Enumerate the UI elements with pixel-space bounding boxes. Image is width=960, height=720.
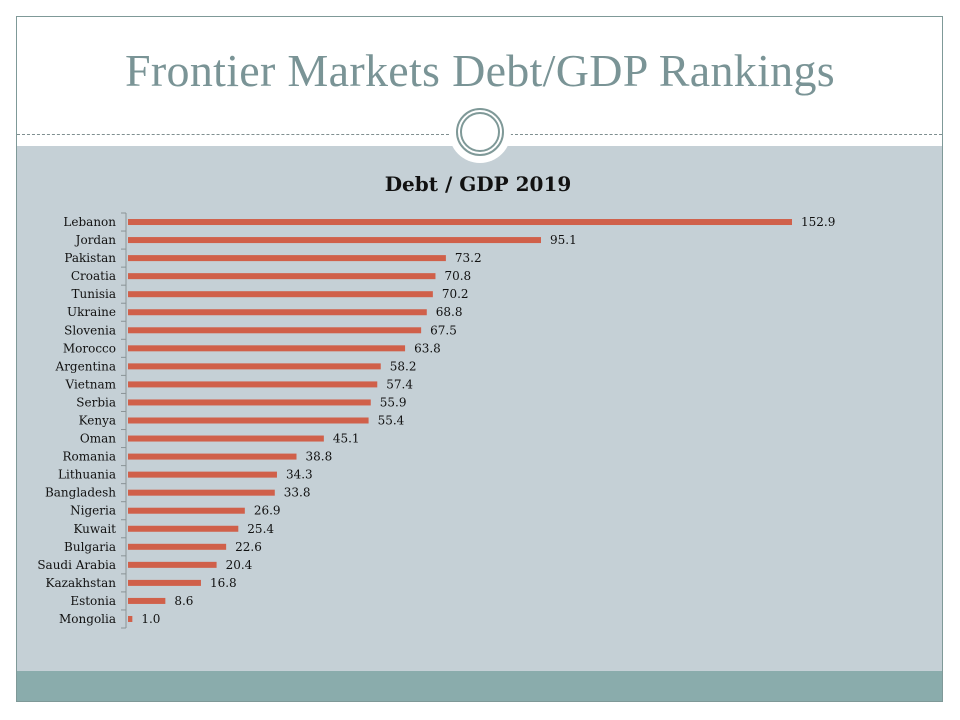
value-label: 68.8 — [436, 305, 463, 319]
value-label: 20.4 — [226, 558, 253, 572]
category-label: Bangladesh — [45, 486, 116, 500]
chart-title: Debt / GDP 2019 — [385, 172, 572, 196]
category-label: Ukraine — [67, 305, 116, 319]
category-label: Estonia — [70, 594, 116, 608]
bar — [128, 597, 166, 604]
bar — [128, 327, 422, 334]
value-label: 1.0 — [141, 612, 160, 626]
ornament-inner-ring — [460, 112, 500, 152]
category-label: Pakistan — [64, 251, 116, 265]
bar — [128, 237, 541, 244]
category-label: Serbia — [76, 395, 116, 409]
category-label: Vietnam — [65, 377, 117, 391]
bar — [128, 345, 406, 352]
value-label: 22.6 — [235, 540, 262, 554]
bar-group: 152.9 95.1 73.2 70.8 70.2 68.8 67.5 63.8 58.2 57.… — [128, 215, 835, 626]
category-label: Croatia — [71, 269, 116, 283]
value-label: 63.8 — [414, 341, 441, 355]
category-label: Kuwait — [73, 522, 116, 536]
bar — [128, 543, 227, 550]
bar — [128, 381, 378, 388]
category-axis: Lebanon Jordan Pakistan Croatia Tunisia Ukrai… — [37, 212, 127, 629]
value-label: 57.4 — [386, 377, 413, 391]
value-label: 70.2 — [442, 287, 469, 301]
bar — [128, 219, 792, 226]
bar — [128, 561, 217, 568]
divider-left — [17, 134, 449, 135]
category-label: Lebanon — [63, 215, 116, 229]
category-label: Slovenia — [64, 323, 116, 337]
value-label: 38.8 — [305, 450, 332, 464]
divider-right — [510, 134, 942, 135]
value-label: 34.3 — [286, 468, 313, 482]
category-label: Jordan — [74, 233, 117, 247]
bar — [128, 363, 381, 370]
bar — [128, 399, 371, 406]
category-label: Tunisia — [72, 287, 116, 301]
value-label: 58.2 — [390, 359, 417, 373]
bar — [128, 453, 297, 460]
bar — [128, 273, 436, 280]
bar — [128, 615, 133, 622]
value-label: 26.9 — [254, 504, 281, 518]
circle-ornament-icon — [449, 101, 511, 163]
category-label: Oman — [80, 432, 116, 446]
value-label: 8.6 — [174, 594, 193, 608]
value-label: 33.8 — [284, 486, 311, 500]
bar — [128, 255, 446, 262]
value-label: 67.5 — [430, 323, 457, 337]
category-label: Bulgaria — [64, 540, 116, 554]
category-label: Kenya — [79, 414, 116, 428]
category-label: Lithuania — [58, 468, 116, 482]
category-label: Saudi Arabia — [37, 558, 116, 572]
bar — [128, 507, 245, 514]
value-label: 55.9 — [380, 395, 407, 409]
slide-title: Frontier Markets Debt/GDP Rankings — [125, 45, 835, 96]
value-label: 70.8 — [444, 269, 471, 283]
value-label: 55.4 — [378, 414, 405, 428]
value-label: 95.1 — [550, 233, 577, 247]
category-label: Mongolia — [59, 612, 116, 626]
bar — [128, 417, 369, 424]
bar — [128, 435, 324, 442]
bar — [128, 525, 239, 532]
value-label: 16.8 — [210, 576, 237, 590]
category-label: Kazakhstan — [46, 576, 117, 590]
bar — [128, 291, 433, 298]
value-label: 152.9 — [801, 215, 835, 229]
bar — [128, 309, 427, 316]
category-label: Romania — [62, 450, 116, 464]
footer-band — [17, 671, 942, 701]
value-label: 45.1 — [333, 432, 360, 446]
ornament-outer-ring — [456, 108, 504, 156]
category-label: Argentina — [55, 359, 116, 373]
bar — [128, 489, 275, 496]
bar — [128, 579, 201, 586]
value-label: 73.2 — [455, 251, 482, 265]
value-label: 25.4 — [247, 522, 274, 536]
category-label: Morocco — [63, 341, 116, 355]
category-label: Nigeria — [70, 504, 116, 518]
bar — [128, 471, 277, 478]
